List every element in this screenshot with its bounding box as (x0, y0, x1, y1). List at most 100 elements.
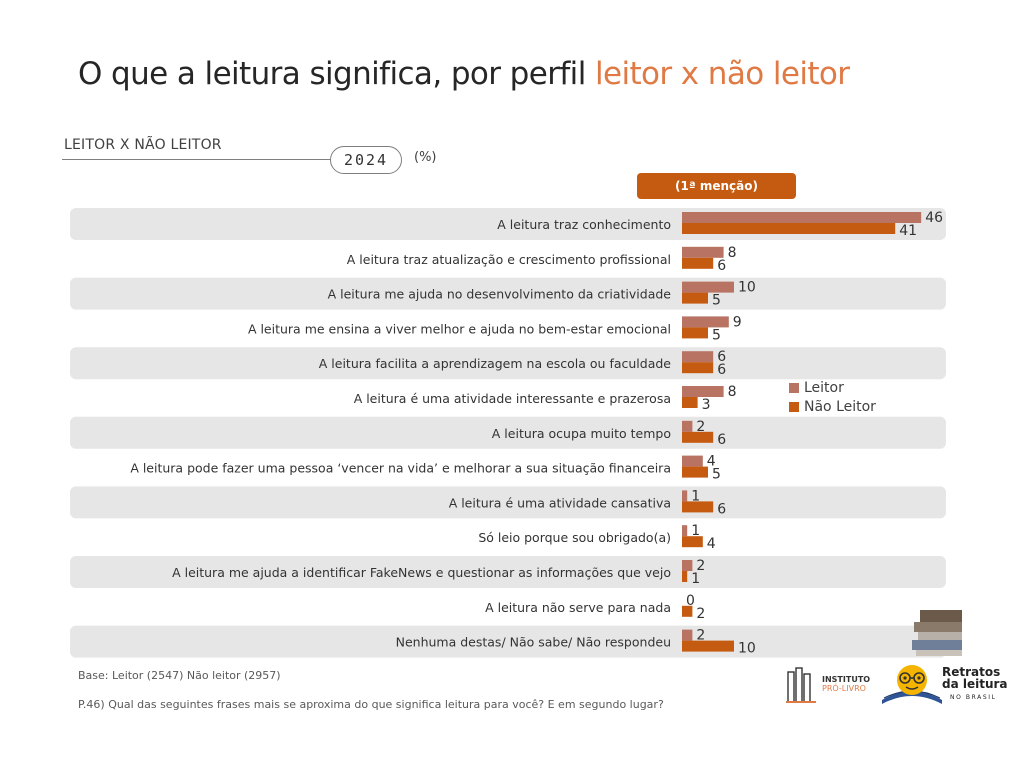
bar-leitor (682, 490, 688, 502)
value-label-leitor: 9 (733, 314, 742, 330)
bar-leitor (682, 455, 703, 467)
value-label-nao-leitor: 4 (707, 536, 716, 552)
legend-item-nao-leitor: Não Leitor (789, 397, 876, 416)
section-label: LEITOR X NÃO LEITOR (64, 137, 222, 153)
value-label-nao-leitor: 6 (717, 432, 726, 448)
bar-leitor (682, 281, 734, 293)
bar-leitor (682, 351, 714, 363)
year-badge: 2024 (330, 146, 402, 174)
bar-leitor (682, 525, 688, 537)
chart-legend: Leitor Não Leitor (789, 378, 876, 416)
category-labels: A leitura traz conhecimento A leitura tra… (130, 217, 671, 650)
value-label-leitor: 8 (728, 245, 737, 261)
value-label-leitor: 6 (717, 349, 726, 365)
value-label-leitor: 1 (691, 523, 700, 539)
legend-swatch-nao-leitor (789, 401, 799, 412)
category-label: A leitura é uma atividade cansativa (449, 495, 671, 510)
row-band (70, 556, 946, 588)
value-label-leitor: 8 (728, 384, 737, 400)
unit-label: (%) (414, 150, 437, 165)
retratos-line3: NO BRASIL (950, 694, 997, 701)
value-label-nao-leitor: 5 (712, 293, 721, 309)
value-label-nao-leitor: 6 (717, 501, 726, 517)
category-label: A leitura pode fazer uma pessoa ‘vencer … (130, 461, 671, 476)
bar-nao-leitor (682, 501, 714, 513)
value-label-nao-leitor: 41 (899, 223, 917, 239)
bar-nao-leitor (682, 605, 693, 617)
section-divider (62, 159, 332, 160)
legend-label-nao-leitor: Não Leitor (804, 398, 876, 415)
mention-badge: (1ª menção) (637, 173, 796, 199)
bar-nao-leitor (682, 362, 714, 374)
category-label: A leitura me ajuda no desenvolvimento da… (328, 287, 672, 302)
value-label-nao-leitor: 3 (702, 397, 711, 413)
value-label-nao-leitor: 10 (738, 641, 756, 657)
category-label: A leitura facilita a aprendizagem na esc… (319, 356, 672, 371)
bar-leitor (682, 629, 693, 641)
category-label: A leitura ocupa muito tempo (492, 426, 671, 441)
retratos-da-leitura-logo: Retratos da leitura NO BRASIL (880, 662, 1010, 706)
value-label-leitor: 1 (691, 488, 700, 504)
bar-nao-leitor (682, 292, 708, 304)
books-logo-icon (786, 667, 816, 703)
bar-nao-leitor (682, 640, 734, 652)
bar-leitor (682, 560, 693, 571)
legend-swatch-leitor (789, 382, 799, 393)
bar-nao-leitor (682, 257, 714, 269)
title-accent: leitor x não leitor (594, 56, 850, 92)
value-label-nao-leitor: 6 (717, 362, 726, 378)
category-label: A leitura me ensina a viver melhor e aju… (248, 321, 671, 336)
legend-item-leitor: Leitor (789, 378, 876, 397)
value-label-leitor: 2 (696, 558, 705, 574)
books-decoration-icon (912, 608, 964, 662)
bar-leitor (682, 246, 724, 258)
value-label-nao-leitor: 5 (712, 467, 721, 483)
category-label: A leitura traz conhecimento (497, 217, 671, 232)
bar-nao-leitor (682, 223, 896, 234)
legend-label-leitor: Leitor (804, 379, 844, 396)
title-main: O que a leitura significa, por perfil (78, 56, 586, 92)
value-label-nao-leitor: 2 (696, 606, 705, 622)
bar-nao-leitor (682, 327, 708, 339)
instituto-logo-text: INSTITUTO PRÓ-LIVRO (822, 675, 870, 693)
category-label: A leitura não serve para nada (485, 600, 671, 615)
bar-leitor (682, 420, 693, 432)
bar-leitor (682, 386, 724, 397)
bar-nao-leitor (682, 536, 703, 548)
instituto-pro-livro-logo: INSTITUTO PRÓ-LIVRO (786, 664, 881, 704)
value-label-leitor: 2 (696, 419, 705, 435)
value-label-leitor: 10 (738, 280, 756, 296)
value-label-nao-leitor: 6 (717, 258, 726, 274)
category-label: A leitura me ajuda a identificar FakeNew… (172, 565, 671, 580)
row-band (70, 486, 946, 519)
bar-leitor (682, 316, 729, 328)
value-label-leitor: 2 (696, 628, 705, 644)
retratos-logo-text: Retratos da leitura (942, 666, 1008, 690)
instituto-line1: INSTITUTO (822, 675, 871, 684)
category-label: A leitura é uma atividade interessante e… (354, 391, 671, 406)
value-label-leitor: 4 (707, 454, 716, 470)
retratos-line2: da leitura (942, 677, 1008, 691)
value-label-nao-leitor: 1 (691, 571, 700, 587)
bar-nao-leitor (682, 466, 708, 478)
bars (682, 212, 922, 652)
row-band (70, 347, 946, 380)
base-note: Base: Leitor (2547) Não leitor (2957) (78, 669, 281, 682)
row-band (70, 416, 946, 449)
bar-nao-leitor (682, 571, 688, 582)
page-title: O que a leitura significa, por perfil le… (78, 56, 850, 92)
category-label: Nenhuma destas/ Não sabe/ Não respondeu (396, 635, 671, 650)
reading-face-icon (882, 665, 942, 704)
category-label: Só leio porque sou obrigado(a) (478, 530, 671, 545)
bar-leitor (682, 212, 922, 223)
retratos-line1: Retratos (942, 665, 1001, 679)
value-label-leitor: 46 (925, 210, 943, 226)
bar-nao-leitor (682, 397, 698, 408)
value-label-nao-leitor: 5 (712, 327, 721, 343)
instituto-line2: PRÓ-LIVRO (822, 684, 866, 693)
category-label: A leitura traz atualização e crescimento… (347, 252, 671, 267)
question-note: P.46) Qual das seguintes frases mais se … (78, 698, 664, 711)
value-label-leitor: 0 (686, 593, 695, 609)
